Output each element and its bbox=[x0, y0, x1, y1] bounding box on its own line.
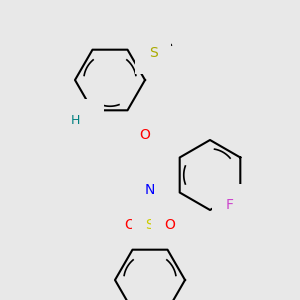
Text: F: F bbox=[226, 198, 234, 212]
Text: H: H bbox=[70, 113, 80, 127]
Text: N: N bbox=[80, 113, 90, 127]
Text: O: O bbox=[165, 218, 176, 232]
Text: O: O bbox=[140, 128, 150, 142]
Text: S: S bbox=[148, 46, 158, 60]
Text: S: S bbox=[146, 218, 154, 232]
Text: O: O bbox=[124, 218, 135, 232]
Text: N: N bbox=[145, 183, 155, 197]
